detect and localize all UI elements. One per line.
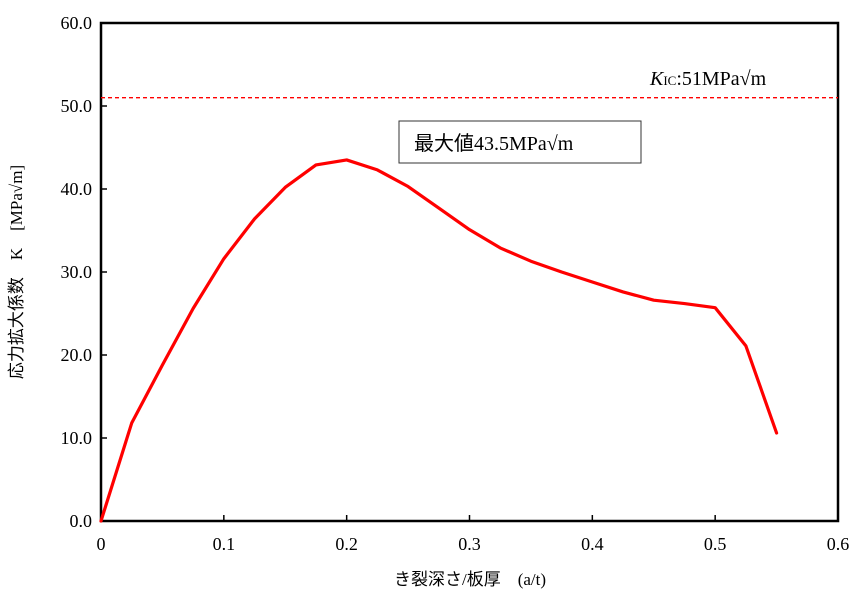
max-value-label: 最大値43.5MPa√m <box>414 132 574 155</box>
x-tick-label: 0.1 <box>213 534 236 554</box>
y-tick-label: 40.0 <box>61 179 93 199</box>
y-tick-label: 50.0 <box>61 96 93 116</box>
x-tick-label: 0.5 <box>704 534 727 554</box>
x-axis-ticks: 0 0.1 0.2 0.3 0.4 0.5 0.6 <box>97 515 850 554</box>
series-layer <box>99 158 779 523</box>
x-tick-label: 0.6 <box>827 534 850 554</box>
y-tick-label: 10.0 <box>61 428 93 448</box>
max-value-box <box>398 120 642 164</box>
y-tick-label: 60.0 <box>61 13 93 33</box>
y-tick-label: 0.0 <box>70 511 93 531</box>
y-axis-title: 応力拡大係数 K [MPa√m] <box>7 165 26 379</box>
x-axis-title: き裂深さ/板厚 (a/t) <box>394 570 546 589</box>
k-series-line <box>99 158 779 523</box>
x-tick-label: 0.3 <box>458 534 481 554</box>
x-tick-label: 0 <box>97 534 106 554</box>
kic-label: KIC:51MPa√m <box>649 68 767 90</box>
kic-value: :51MPa√m <box>676 68 766 90</box>
x-tick-label: 0.4 <box>581 534 604 554</box>
x-tick-label: 0.2 <box>335 534 358 554</box>
y-tick-label: 30.0 <box>61 262 93 282</box>
kic-symbol: K <box>649 68 665 90</box>
kic-subscript: IC <box>663 73 676 88</box>
y-tick-label: 20.0 <box>61 345 93 365</box>
y-axis-ticks: 0.0 10.0 20.0 30.0 40.0 50.0 60.0 <box>61 13 107 531</box>
